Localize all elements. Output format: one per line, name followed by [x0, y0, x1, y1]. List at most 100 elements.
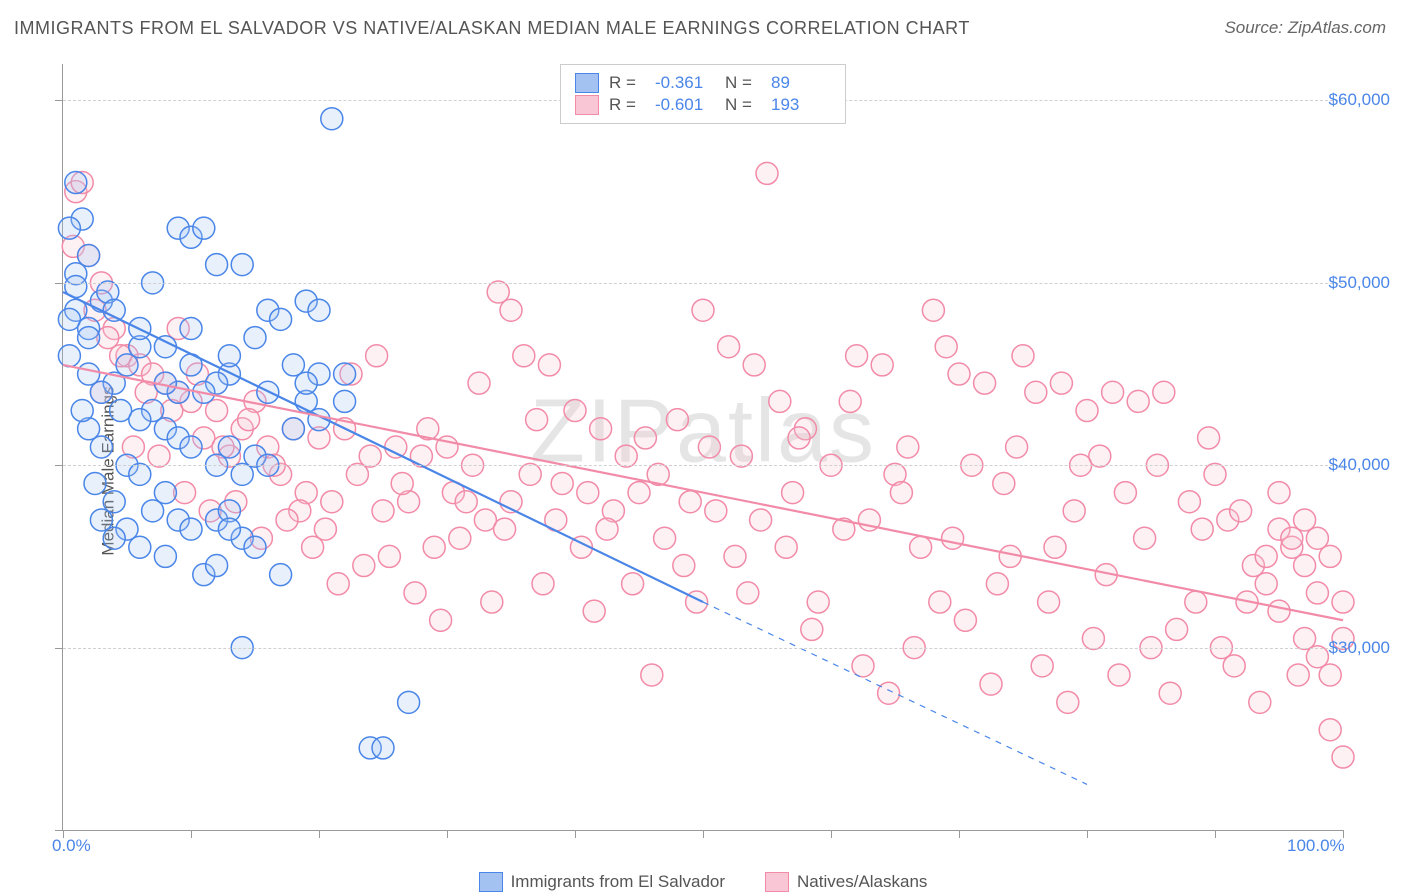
scatter-point [538, 354, 560, 376]
legend-swatch-blue [479, 872, 503, 892]
trend-line [63, 365, 1343, 620]
scatter-point [737, 582, 759, 604]
scatter-point [500, 299, 522, 321]
scatter-point [1294, 555, 1316, 577]
legend-row: R = -0.361 N = 89 [575, 73, 831, 93]
scatter-point [372, 737, 394, 759]
legend-swatch-pink [765, 872, 789, 892]
scatter-point [206, 555, 228, 577]
scatter-point [1159, 682, 1181, 704]
scatter-point [628, 482, 650, 504]
scatter-point [378, 545, 400, 567]
legend-swatch-blue [575, 73, 599, 93]
scatter-point [1306, 582, 1328, 604]
scatter-point [1178, 491, 1200, 513]
scatter-point [1332, 591, 1354, 613]
scatter-point [148, 445, 170, 467]
scatter-point [615, 445, 637, 467]
legend-r-value: -0.361 [655, 73, 715, 93]
scatter-point [1038, 591, 1060, 613]
scatter-point [910, 536, 932, 558]
scatter-point [481, 591, 503, 613]
scatter-point [276, 509, 298, 531]
scatter-point [78, 363, 100, 385]
scatter-point [270, 308, 292, 330]
scatter-point [852, 655, 874, 677]
scatter-point [698, 436, 720, 458]
scatter-point [993, 472, 1015, 494]
scatter-point [71, 400, 93, 422]
legend-r-label: R = [609, 73, 645, 93]
scatter-point [634, 427, 656, 449]
y-tick-label: $30,000 [1329, 638, 1390, 658]
scatter-point [1108, 664, 1130, 686]
scatter-point [743, 354, 765, 376]
scatter-point [1057, 691, 1079, 713]
scatter-point [948, 363, 970, 385]
scatter-point [1076, 400, 1098, 422]
scatter-point [193, 217, 215, 239]
scatter-point [929, 591, 951, 613]
scatter-point [295, 372, 317, 394]
scatter-point [372, 500, 394, 522]
scatter-point [154, 545, 176, 567]
scatter-point [327, 573, 349, 595]
scatter-point [974, 372, 996, 394]
scatter-point [231, 254, 253, 276]
scatter-point [180, 317, 202, 339]
scatter-point [1249, 691, 1271, 713]
scatter-point [782, 482, 804, 504]
scatter-point [218, 345, 240, 367]
legend-r-value: -0.601 [655, 95, 715, 115]
legend-row: R = -0.601 N = 193 [575, 95, 831, 115]
scatter-point [801, 618, 823, 640]
scatter-point [1153, 381, 1175, 403]
scatter-point [846, 345, 868, 367]
scatter-point [282, 418, 304, 440]
plot-area: ZIPatlas R = -0.361 N = 89 R = -0.601 N … [62, 64, 1343, 831]
scatter-point [398, 691, 420, 713]
scatter-point [78, 327, 100, 349]
scatter-point [1319, 545, 1341, 567]
scatter-point [1332, 746, 1354, 768]
legend-r-label: R = [609, 95, 645, 115]
scatter-point [1127, 390, 1149, 412]
scatter-point [750, 509, 772, 531]
scatter-point [839, 390, 861, 412]
scatter-point [321, 491, 343, 513]
scatter-point [1006, 436, 1028, 458]
scatter-point [206, 254, 228, 276]
scatter-point [986, 573, 1008, 595]
scatter-point [180, 436, 202, 458]
scatter-point [334, 390, 356, 412]
scatter-point [410, 445, 432, 467]
scatter-point [321, 108, 343, 130]
scatter-point [1031, 655, 1053, 677]
legend-label: Natives/Alaskans [797, 872, 927, 892]
scatter-point [519, 463, 541, 485]
scatter-point [526, 409, 548, 431]
scatter-point [1198, 427, 1220, 449]
y-tick-label: $50,000 [1329, 273, 1390, 293]
scatter-point [1082, 628, 1104, 650]
scatter-point [1223, 655, 1245, 677]
source-attribution: Source: ZipAtlas.com [1224, 18, 1386, 38]
scatter-point [1268, 600, 1290, 622]
scatter-point [1185, 591, 1207, 613]
scatter-point [308, 299, 330, 321]
scatter-point [878, 682, 900, 704]
correlation-legend: R = -0.361 N = 89 R = -0.601 N = 193 [560, 64, 846, 124]
scatter-point [673, 555, 695, 577]
scatter-point [129, 409, 151, 431]
scatter-point [871, 354, 893, 376]
scatter-point [1230, 500, 1252, 522]
scatter-point [430, 609, 452, 631]
scatter-point [103, 527, 125, 549]
scatter-point [238, 409, 260, 431]
scatter-point [1012, 345, 1034, 367]
scatter-point [1268, 482, 1290, 504]
scatter-point [449, 527, 471, 549]
legend-n-label: N = [725, 73, 761, 93]
scatter-point [1114, 482, 1136, 504]
scatter-point [391, 472, 413, 494]
